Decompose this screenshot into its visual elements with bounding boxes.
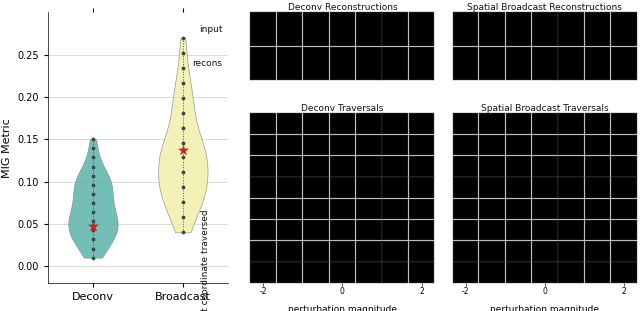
- Point: [178, 155, 188, 160]
- Point: [178, 65, 188, 70]
- Point: [178, 230, 188, 235]
- Point: [178, 35, 188, 40]
- Point: [88, 255, 98, 260]
- Point: [88, 228, 98, 233]
- Point: [88, 210, 98, 215]
- Point: [178, 170, 188, 175]
- Y-axis label: input: input: [199, 25, 223, 34]
- Point: [88, 219, 98, 224]
- Point: [178, 50, 188, 55]
- X-axis label: perturbation magnitude: perturbation magnitude: [490, 304, 599, 311]
- Point: [88, 246, 98, 251]
- Point: [88, 137, 98, 142]
- Point: [178, 140, 188, 145]
- Point: [178, 80, 188, 85]
- Point: [178, 185, 188, 190]
- Y-axis label: recons: recons: [193, 59, 223, 68]
- Title: Deconv Reconstructions: Deconv Reconstructions: [287, 3, 397, 12]
- Title: Spatial Broadcast Traversals: Spatial Broadcast Traversals: [481, 104, 609, 113]
- Title: Spatial Broadcast Reconstructions: Spatial Broadcast Reconstructions: [467, 3, 622, 12]
- Point: [178, 200, 188, 205]
- X-axis label: perturbation magnitude: perturbation magnitude: [288, 304, 397, 311]
- Point: [178, 215, 188, 220]
- Y-axis label: latent coordinate traversed: latent coordinate traversed: [202, 209, 211, 311]
- Point: [88, 182, 98, 187]
- Point: [88, 155, 98, 160]
- Point: [178, 95, 188, 100]
- Point: [178, 125, 188, 130]
- Point: [88, 146, 98, 151]
- Point: [88, 164, 98, 169]
- Point: [178, 148, 188, 153]
- Point: [88, 201, 98, 206]
- Title: Deconv Traversals: Deconv Traversals: [301, 104, 383, 113]
- Point: [88, 191, 98, 196]
- Y-axis label: MIG Metric: MIG Metric: [2, 118, 12, 178]
- Point: [88, 237, 98, 242]
- Point: [178, 110, 188, 115]
- Point: [88, 223, 98, 228]
- Point: [88, 173, 98, 178]
